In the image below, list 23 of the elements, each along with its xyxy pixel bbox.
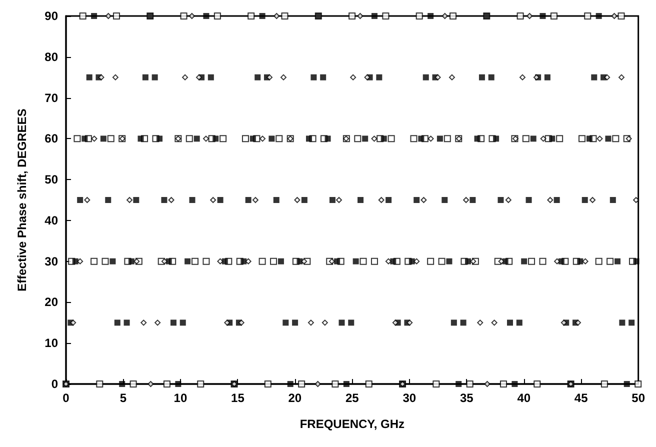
x-tick-label: 15 (231, 391, 245, 405)
x-tick-label: 20 (288, 391, 302, 405)
y-tick-label: 60 (44, 132, 58, 146)
x-tick-label: 35 (460, 391, 474, 405)
y-tick-label: 20 (44, 295, 58, 310)
y-axis-title: Effective Phase shift, DEGREES (15, 108, 29, 292)
y-tick-label: 0 (51, 377, 58, 391)
x-tick-label: 25 (345, 391, 360, 405)
x-tick-label: 40 (517, 391, 531, 405)
x-tick-label: 50 (632, 391, 646, 405)
y-tick-label: 70 (44, 90, 58, 105)
y-tick-label: 50 (44, 172, 58, 187)
x-tick-label: 10 (174, 391, 188, 405)
y-tick-label: 40 (44, 213, 58, 228)
y-tick-label: 80 (44, 50, 58, 64)
y-tick-label: 90 (44, 9, 58, 23)
y-tick-label: 30 (44, 254, 58, 268)
x-tick-label: 0 (62, 391, 70, 405)
y-tick-label: 10 (44, 336, 58, 350)
x-tick-label: 45 (574, 391, 588, 405)
x-tick-label: 30 (402, 391, 416, 405)
x-axis-title: FREQUENCY, GHz (300, 417, 405, 431)
x-tick-label: 5 (120, 391, 127, 405)
